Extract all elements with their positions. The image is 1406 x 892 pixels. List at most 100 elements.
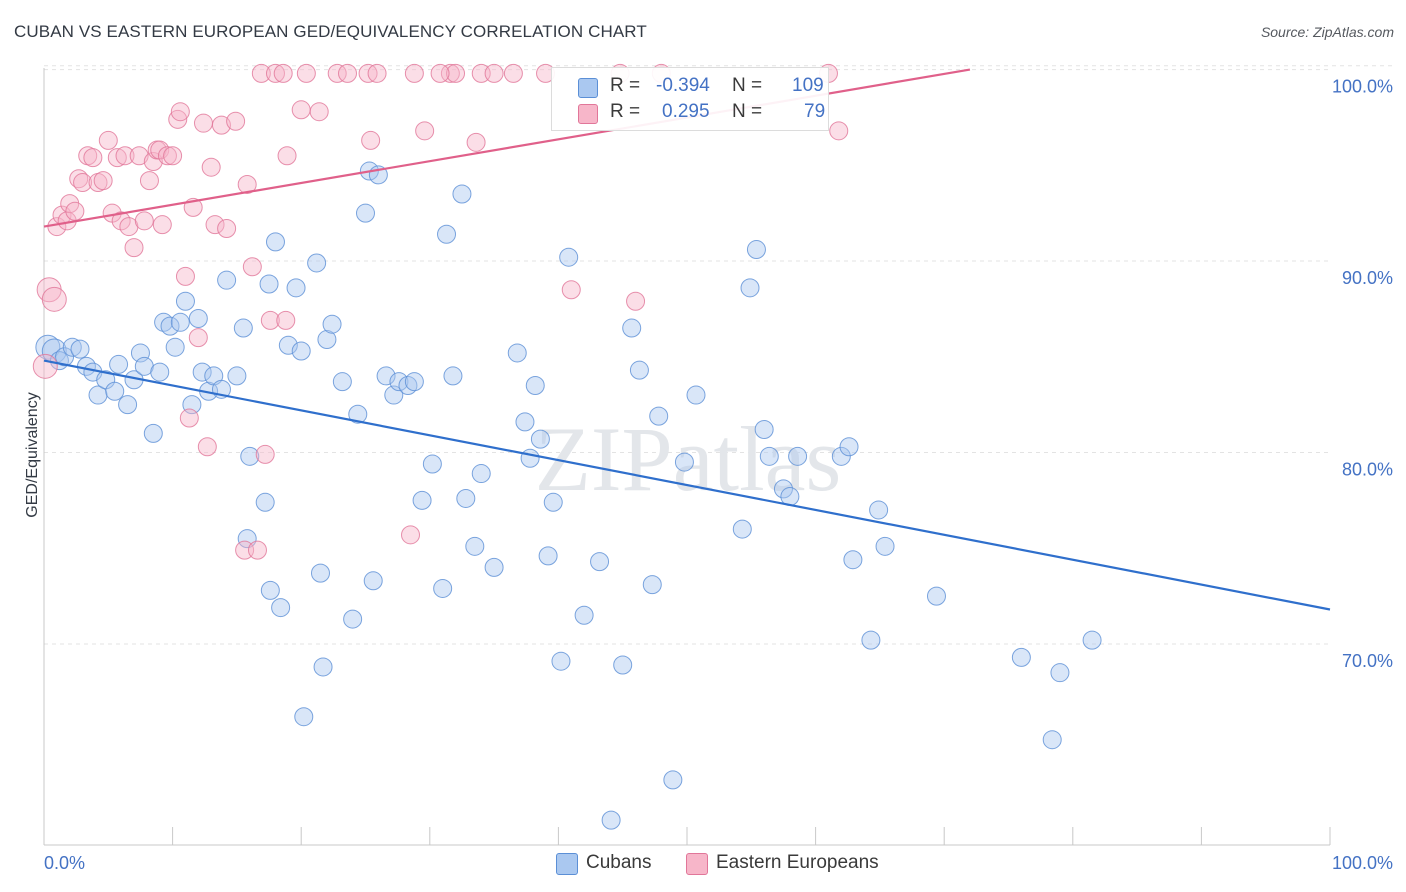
legend-r-value: 0.295 <box>662 101 710 122</box>
data-point-eastern-europeans <box>309 102 329 122</box>
data-point-eastern-europeans <box>440 63 460 83</box>
legend-r-label: R = <box>610 75 641 96</box>
data-point-eastern-europeans <box>65 201 85 221</box>
data-point-eastern-europeans <box>32 353 58 379</box>
trend-layer <box>43 68 1331 611</box>
data-point-cubans <box>543 492 563 512</box>
data-point-eastern-europeans <box>484 63 504 83</box>
data-point-cubans <box>663 770 683 790</box>
data-point-eastern-europeans <box>163 146 183 166</box>
data-point-cubans <box>674 452 694 472</box>
data-point-eastern-europeans <box>217 218 237 238</box>
data-point-cubans <box>831 446 851 466</box>
bottom-legend-swatch-cubans <box>556 853 578 875</box>
legend-swatch-eastern-europeans <box>578 104 598 124</box>
watermark: ZIPatlas <box>535 408 842 510</box>
data-point-cubans <box>255 492 275 512</box>
data-point-eastern-europeans <box>255 444 275 464</box>
data-point-cubans <box>456 488 476 508</box>
legend-r-value: -0.394 <box>656 75 710 96</box>
data-point-eastern-europeans <box>415 121 435 141</box>
data-point-cubans <box>322 314 342 334</box>
y-tick-label: 70.0% <box>1342 651 1393 671</box>
data-point-cubans <box>227 366 247 386</box>
data-point-eastern-europeans <box>466 132 486 152</box>
correlation-legend: R = -0.394 N = 109 R = 0.295 N = 79 <box>551 67 829 131</box>
y-tick-label: 90.0% <box>1342 268 1393 288</box>
data-point-cubans <box>559 247 579 267</box>
data-point-cubans <box>278 335 298 355</box>
data-point-eastern-europeans <box>157 146 177 166</box>
data-point-cubans <box>1011 647 1031 667</box>
legend-swatch-cubans <box>578 78 598 98</box>
label-layer: 70.0% 80.0% 90.0% 100.0% 0.0% 100.0% GED/Equiv… <box>24 77 1393 873</box>
data-point-cubans <box>926 586 946 606</box>
trend-line-cubans <box>43 359 1331 611</box>
data-point-eastern-europeans <box>98 130 118 150</box>
data-point-cubans <box>412 490 432 510</box>
data-point-cubans <box>188 308 208 328</box>
data-point-cubans <box>759 446 779 466</box>
data-point-cubans <box>773 479 793 499</box>
data-point-eastern-europeans <box>152 215 172 235</box>
data-point-cubans <box>788 446 808 466</box>
data-point-eastern-europeans <box>404 63 424 83</box>
data-point-eastern-europeans <box>93 171 113 191</box>
data-point-eastern-europeans <box>129 146 149 166</box>
data-point-eastern-europeans <box>201 157 221 177</box>
data-point-eastern-europeans <box>205 215 225 235</box>
data-point-eastern-europeans <box>296 63 316 83</box>
data-point-eastern-europeans <box>111 211 131 231</box>
data-point-cubans <box>332 372 352 392</box>
data-point-eastern-europeans <box>193 113 213 133</box>
data-point-cubans <box>376 366 396 386</box>
data-point-eastern-europeans <box>188 328 208 348</box>
data-point-cubans <box>471 464 491 484</box>
data-point-cubans <box>317 330 337 350</box>
data-point-cubans <box>843 550 863 570</box>
data-point-cubans <box>1042 730 1062 750</box>
data-point-cubans <box>732 519 752 539</box>
data-point-cubans <box>649 406 669 426</box>
data-point-eastern-europeans <box>226 111 246 131</box>
legend-n-label: N = <box>732 101 763 122</box>
data-point-cubans <box>507 343 527 363</box>
data-point-cubans <box>343 609 363 629</box>
data-point-eastern-europeans <box>170 102 190 122</box>
data-point-cubans <box>622 318 642 338</box>
data-point-eastern-europeans <box>361 130 381 150</box>
data-point-eastern-europeans <box>291 100 311 120</box>
data-point-cubans <box>143 423 163 443</box>
data-point-eastern-europeans <box>139 171 159 191</box>
data-point-cubans <box>443 366 463 386</box>
data-point-eastern-europeans <box>237 174 257 194</box>
data-point-cubans <box>574 605 594 625</box>
data-point-cubans <box>551 651 571 671</box>
data-point-eastern-europeans <box>251 63 271 83</box>
y-axis-label: GED/Equivalency <box>24 392 41 517</box>
data-point-eastern-europeans <box>83 148 103 168</box>
data-point-cubans <box>465 536 485 556</box>
legend-n-value: 79 <box>804 101 826 122</box>
data-point-cubans <box>538 546 558 566</box>
data-point-eastern-europeans <box>626 291 646 311</box>
data-point-cubans <box>233 318 253 338</box>
data-point-cubans <box>869 500 889 520</box>
data-point-cubans <box>422 454 442 474</box>
data-point-cubans <box>404 372 424 392</box>
x-tick-label-end: 100.0% <box>1332 853 1393 873</box>
data-point-cubans <box>525 375 545 395</box>
data-point-eastern-europeans <box>277 146 297 166</box>
data-point-cubans <box>437 224 457 244</box>
data-point-cubans <box>313 657 333 677</box>
data-point-cubans <box>294 707 314 727</box>
data-point-cubans <box>348 404 368 424</box>
data-point-cubans <box>291 341 311 361</box>
x-tick-label-start: 0.0% <box>44 853 85 873</box>
source-label: Source: ZipAtlas.com <box>1260 24 1394 40</box>
data-point-eastern-europeans <box>327 63 347 83</box>
data-point-eastern-europeans <box>168 109 188 129</box>
data-point-eastern-europeans <box>115 146 135 166</box>
data-point-cubans <box>170 312 190 332</box>
data-point-cubans <box>452 184 472 204</box>
